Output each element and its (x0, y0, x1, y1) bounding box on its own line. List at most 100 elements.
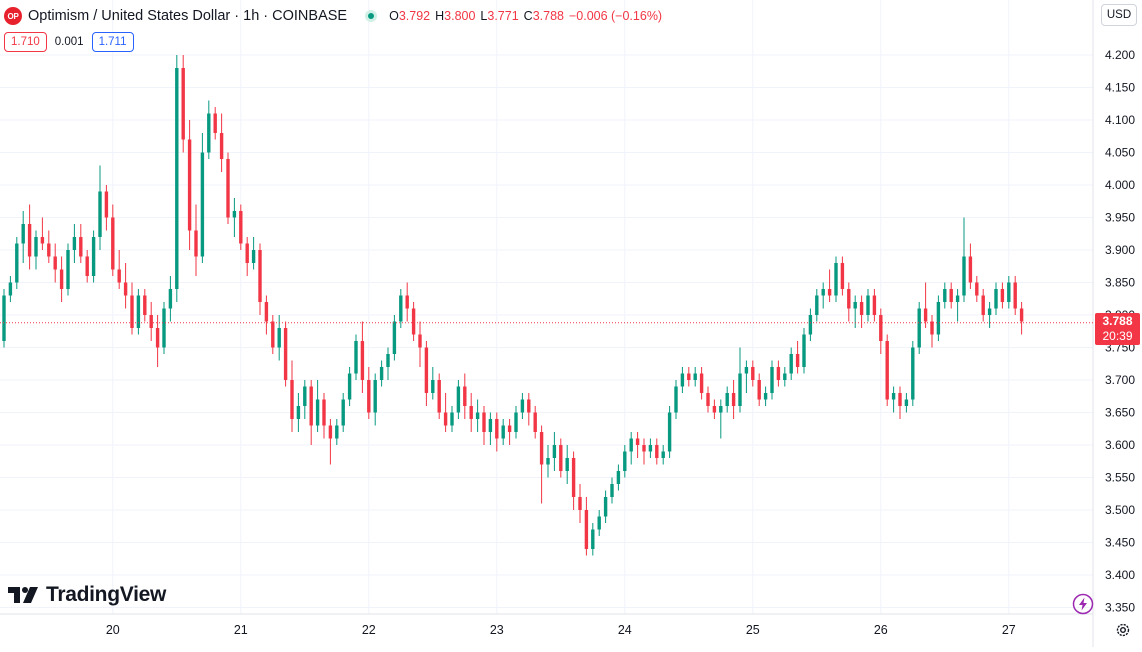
tradingview-logo[interactable]: TradingView (8, 583, 166, 607)
candle-up (648, 438, 653, 458)
candle-body (635, 438, 640, 445)
candle-down (571, 451, 576, 510)
candle-down (187, 120, 192, 250)
x-tick-label: 26 (874, 623, 888, 637)
candle-up (475, 399, 480, 432)
candle-down (405, 282, 409, 322)
candle-down (1019, 302, 1024, 335)
candle-up (21, 211, 25, 263)
candle-up (917, 302, 921, 354)
candle-body (629, 438, 633, 452)
candle-body (162, 308, 166, 348)
market-status-icon[interactable] (365, 10, 378, 22)
candle-up (251, 237, 256, 270)
ohlc-open-label: O (389, 9, 399, 23)
candle-body (891, 393, 896, 400)
candle-body (360, 341, 365, 380)
y-tick-label: 3.700 (1105, 373, 1135, 387)
candle-body (603, 497, 608, 517)
bar-countdown: 20:39 (1102, 329, 1133, 343)
candle-down (309, 380, 313, 445)
candle-body (392, 321, 397, 354)
candle-down (584, 497, 589, 556)
candle-body (1019, 308, 1024, 322)
candle-up (66, 243, 70, 296)
candle-down (194, 204, 198, 276)
spread-value: 0.001 (54, 36, 84, 48)
candle-body (687, 373, 691, 380)
candle-body (181, 68, 185, 140)
candle-body (808, 315, 813, 335)
candle-body (59, 269, 64, 289)
candle-body (943, 289, 947, 302)
candle-body (155, 328, 160, 348)
candle-body (347, 373, 352, 400)
candle-body (655, 445, 659, 458)
candle-body (936, 302, 941, 335)
candle-up (1007, 276, 1011, 309)
candle-body (776, 367, 781, 380)
candle-body (821, 289, 825, 296)
candle-down (930, 315, 934, 348)
candle-body (456, 386, 461, 413)
candle-up (603, 490, 608, 523)
candle-body (411, 308, 416, 335)
candle-up (834, 256, 838, 302)
candle-body (258, 250, 262, 302)
candle-up (2, 289, 6, 348)
currency-selector[interactable]: USD (1101, 4, 1137, 26)
candle-body (187, 139, 192, 231)
candle-body (2, 295, 6, 341)
candle-body (226, 159, 230, 218)
candle-down (840, 256, 845, 296)
candle-body (450, 412, 454, 426)
y-tick-label: 3.350 (1105, 601, 1135, 615)
candle-body (623, 451, 627, 471)
candle-body (72, 237, 77, 250)
candle-down (469, 393, 473, 432)
candle-body (616, 471, 621, 484)
candle-up (693, 367, 697, 387)
candle-up (296, 393, 301, 432)
candle-body (130, 295, 134, 328)
buy-button[interactable]: 1.711 (91, 32, 134, 52)
candle-body (751, 367, 755, 380)
candle-down (130, 282, 134, 335)
candle-down (1000, 282, 1005, 309)
candle-down (706, 386, 710, 413)
candle-body (341, 399, 345, 426)
candle-body (930, 321, 934, 335)
candle-body (738, 373, 742, 406)
candle-down (527, 393, 531, 426)
candle-body (661, 451, 665, 458)
lightning-icon[interactable] (1072, 593, 1094, 615)
candle-up (488, 412, 493, 445)
gear-icon[interactable] (1115, 622, 1131, 638)
candle-down (879, 308, 883, 354)
candle-down (219, 113, 224, 172)
candle-up (373, 373, 377, 426)
candle-body (443, 412, 448, 426)
candle-up (616, 464, 621, 491)
candle-up (565, 445, 569, 484)
candle-down (245, 237, 249, 276)
candle-down (655, 438, 659, 465)
candle-down (290, 360, 294, 432)
candle-body (917, 308, 921, 348)
candle-down (923, 282, 928, 328)
candle-body (386, 354, 390, 367)
candle-up (623, 445, 627, 478)
sell-button[interactable]: 1.710 (4, 32, 47, 52)
candle-up (725, 386, 729, 413)
candle-body (1000, 289, 1005, 302)
candle-body (8, 282, 13, 296)
x-tick-label: 22 (362, 623, 376, 637)
y-tick-label: 3.900 (1105, 243, 1135, 257)
candle-body (987, 308, 992, 315)
candle-down (85, 250, 89, 283)
symbol-title[interactable]: Optimism / United States Dollar · 1h · C… (28, 8, 348, 24)
candle-body (290, 380, 294, 419)
candle-up (911, 341, 915, 406)
